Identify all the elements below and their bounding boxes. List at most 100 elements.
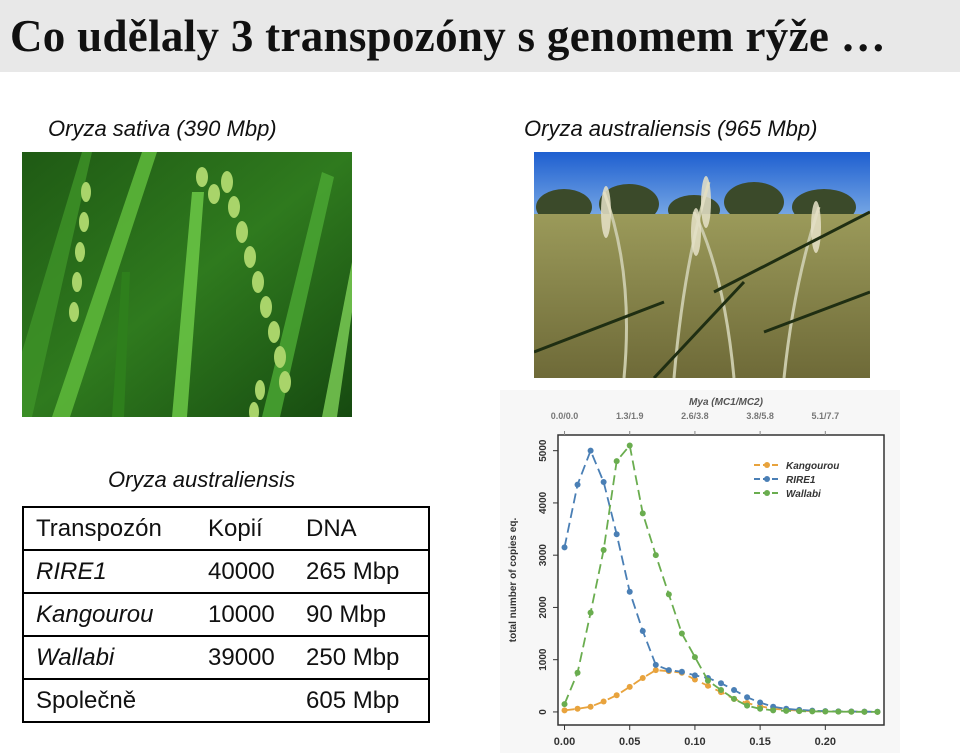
data-point-kangourou bbox=[574, 705, 581, 712]
oryza-australiensis-photo bbox=[534, 152, 870, 378]
oryza-australiensis-caption: Oryza australiensis (965 Mbp) bbox=[524, 116, 818, 141]
table-cell bbox=[196, 678, 294, 723]
y-axis-label: total number of copies eq. bbox=[508, 518, 519, 643]
legend-label-rire1: RIRE1 bbox=[786, 475, 816, 486]
x-tick-label: 0.05 bbox=[619, 736, 640, 748]
data-point-wallabi bbox=[652, 552, 659, 559]
top-tick-label: 3.8/5.8 bbox=[746, 411, 774, 421]
data-point-rire1 bbox=[665, 667, 672, 674]
legend-label-wallabi: Wallabi bbox=[786, 489, 821, 500]
data-point-wallabi bbox=[561, 701, 568, 708]
table-row: Kangourou 10000 90 Mbp bbox=[22, 592, 430, 637]
oryza-sativa-photo bbox=[22, 152, 352, 417]
data-point-wallabi bbox=[600, 546, 607, 553]
y-tick-label: 2000 bbox=[538, 596, 549, 619]
copies-chart: Mya (MC1/MC2) 0.0/0.0 1.3/1.9 2.6/3.8 3.8/5… bbox=[500, 390, 900, 753]
data-point-kangourou bbox=[626, 683, 633, 690]
chart-title: Mya (MC1/MC2) bbox=[689, 397, 764, 408]
data-point-rire1 bbox=[639, 627, 646, 634]
title-bar: Co udělaly 3 transpozóny s genomem rýže … bbox=[0, 0, 960, 72]
table-row: Společně 605 Mbp bbox=[22, 678, 430, 723]
data-point-kangourou bbox=[613, 692, 620, 699]
data-point-wallabi bbox=[796, 708, 803, 715]
legend-marker-kangourou bbox=[764, 462, 770, 468]
data-point-wallabi bbox=[809, 708, 816, 715]
table-header-cell: Transpozón bbox=[22, 506, 196, 551]
table-cell: 39000 bbox=[196, 635, 294, 680]
y-tick-label: 1000 bbox=[538, 648, 549, 671]
data-point-wallabi bbox=[613, 458, 620, 465]
transposon-table: Transpozón Kopií DNA RIRE1 40000 265 Mbp… bbox=[22, 506, 430, 723]
top-tick-label: 2.6/3.8 bbox=[681, 411, 709, 421]
slide-title: Co udělaly 3 transpozóny s genomem rýže … bbox=[10, 11, 886, 61]
data-point-wallabi bbox=[757, 705, 764, 712]
data-point-wallabi bbox=[770, 707, 777, 714]
data-point-rire1 bbox=[757, 699, 764, 706]
data-point-kangourou bbox=[639, 674, 646, 681]
top-tick-label: 1.3/1.9 bbox=[616, 411, 644, 421]
table-cell: 90 Mbp bbox=[294, 592, 430, 637]
top-tick-label: 5.1/7.7 bbox=[812, 411, 840, 421]
data-point-wallabi bbox=[861, 708, 868, 715]
data-point-rire1 bbox=[587, 447, 594, 454]
table-header-cell: Kopií bbox=[196, 506, 294, 551]
data-point-wallabi bbox=[718, 686, 724, 693]
plot-frame bbox=[557, 434, 885, 726]
data-point-wallabi bbox=[691, 654, 698, 661]
x-tick-label: 0.20 bbox=[815, 736, 836, 748]
table-cell: 605 Mbp bbox=[294, 678, 430, 723]
data-point-rire1 bbox=[600, 479, 607, 486]
data-point-rire1 bbox=[574, 481, 581, 488]
legend-marker-rire1 bbox=[764, 476, 770, 482]
data-point-wallabi bbox=[665, 591, 672, 598]
data-point-wallabi bbox=[731, 695, 738, 702]
table-header-cell: DNA bbox=[294, 506, 430, 551]
data-point-rire1 bbox=[561, 544, 568, 551]
top-tick-label: 0.0/0.0 bbox=[551, 411, 579, 421]
table-caption: Oryza australiensis bbox=[108, 467, 296, 492]
table-cell: Společně bbox=[22, 678, 196, 723]
legend-marker-wallabi bbox=[764, 490, 770, 496]
y-tick-label: 4000 bbox=[538, 491, 549, 514]
legend-label-kangourou: Kangourou bbox=[786, 461, 839, 472]
table-header-row: Transpozón Kopií DNA bbox=[22, 506, 430, 551]
data-point-wallabi bbox=[587, 609, 594, 616]
table-cell: 265 Mbp bbox=[294, 549, 430, 594]
data-point-wallabi bbox=[744, 702, 751, 709]
x-tick-label: 0.10 bbox=[684, 736, 705, 748]
table-cell: Kangourou bbox=[22, 592, 196, 637]
table-cell: 250 Mbp bbox=[294, 635, 430, 680]
data-point-rire1 bbox=[678, 668, 685, 675]
y-tick-label: 5000 bbox=[538, 439, 549, 462]
oryza-sativa-caption: Oryza sativa (390 Mbp) bbox=[48, 116, 277, 141]
data-point-rire1 bbox=[652, 661, 659, 668]
data-point-kangourou bbox=[587, 703, 594, 710]
data-point-rire1 bbox=[744, 694, 751, 701]
data-point-wallabi bbox=[626, 442, 633, 449]
data-point-kangourou bbox=[600, 698, 607, 705]
data-point-rire1 bbox=[691, 672, 698, 679]
table-cell: 40000 bbox=[196, 549, 294, 594]
data-point-rire1 bbox=[718, 680, 724, 687]
data-point-kangourou bbox=[704, 682, 711, 689]
y-tick-label: 0 bbox=[538, 709, 549, 715]
table-cell: 10000 bbox=[196, 592, 294, 637]
table-row: Wallabi 39000 250 Mbp bbox=[22, 635, 430, 680]
data-point-wallabi bbox=[678, 630, 685, 637]
data-point-wallabi bbox=[783, 707, 790, 714]
data-point-kangourou bbox=[561, 707, 568, 714]
data-point-wallabi bbox=[822, 708, 829, 715]
data-point-wallabi bbox=[874, 708, 881, 715]
data-point-kangourou bbox=[652, 667, 659, 674]
data-point-wallabi bbox=[704, 677, 711, 684]
x-tick-label: 0.15 bbox=[749, 736, 770, 748]
data-point-wallabi bbox=[574, 669, 581, 676]
data-point-rire1 bbox=[731, 686, 738, 693]
table-cell: RIRE1 bbox=[22, 549, 196, 594]
data-point-wallabi bbox=[848, 708, 855, 715]
y-tick-label: 3000 bbox=[538, 544, 549, 567]
data-point-wallabi bbox=[639, 510, 646, 517]
table-row: RIRE1 40000 265 Mbp bbox=[22, 549, 430, 594]
x-tick-label: 0.00 bbox=[554, 736, 575, 748]
table-cell: Wallabi bbox=[22, 635, 196, 680]
